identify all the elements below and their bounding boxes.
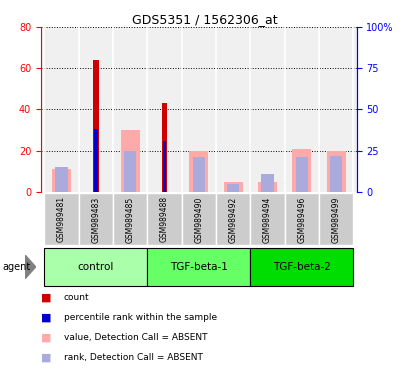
Text: GDS5351 / 1562306_at: GDS5351 / 1562306_at bbox=[132, 13, 277, 26]
Text: ■: ■ bbox=[41, 353, 52, 362]
Bar bbox=[257, 182, 276, 192]
Text: count: count bbox=[63, 293, 89, 302]
Bar bbox=[326, 151, 345, 192]
Text: GSM989492: GSM989492 bbox=[228, 196, 237, 243]
Bar bbox=[124, 151, 136, 192]
Text: GSM989499: GSM989499 bbox=[331, 196, 340, 243]
Bar bbox=[121, 130, 139, 192]
FancyBboxPatch shape bbox=[181, 193, 216, 245]
FancyBboxPatch shape bbox=[250, 193, 284, 245]
FancyBboxPatch shape bbox=[44, 193, 79, 245]
Text: ■: ■ bbox=[41, 313, 52, 323]
Bar bbox=[261, 174, 273, 192]
Text: GSM989481: GSM989481 bbox=[57, 196, 66, 242]
Text: GSM989488: GSM989488 bbox=[160, 196, 169, 242]
Text: rank, Detection Call = ABSENT: rank, Detection Call = ABSENT bbox=[63, 353, 202, 362]
Bar bbox=[161, 103, 167, 192]
FancyBboxPatch shape bbox=[79, 193, 113, 245]
Bar bbox=[93, 60, 99, 192]
Bar bbox=[292, 149, 310, 192]
Bar bbox=[52, 169, 71, 192]
Text: value, Detection Call = ABSENT: value, Detection Call = ABSENT bbox=[63, 333, 207, 342]
Bar bbox=[189, 151, 208, 192]
Bar bbox=[227, 184, 239, 192]
Text: agent: agent bbox=[2, 262, 30, 272]
Text: GSM989490: GSM989490 bbox=[194, 196, 203, 243]
Text: ■: ■ bbox=[41, 333, 52, 343]
FancyBboxPatch shape bbox=[284, 193, 318, 245]
Text: ■: ■ bbox=[41, 293, 52, 303]
FancyBboxPatch shape bbox=[44, 248, 147, 286]
FancyBboxPatch shape bbox=[113, 193, 147, 245]
Text: control: control bbox=[78, 262, 114, 272]
Text: GSM989483: GSM989483 bbox=[91, 196, 100, 243]
Bar bbox=[192, 157, 204, 192]
Text: TGF-beta-2: TGF-beta-2 bbox=[272, 262, 330, 272]
Bar bbox=[162, 141, 166, 192]
Text: GSM989485: GSM989485 bbox=[126, 196, 135, 243]
Text: percentile rank within the sample: percentile rank within the sample bbox=[63, 313, 216, 322]
FancyBboxPatch shape bbox=[147, 193, 181, 245]
Text: TGF-beta-1: TGF-beta-1 bbox=[169, 262, 227, 272]
Bar bbox=[55, 167, 67, 192]
Text: GSM989494: GSM989494 bbox=[262, 196, 271, 243]
FancyBboxPatch shape bbox=[216, 193, 250, 245]
FancyBboxPatch shape bbox=[147, 248, 250, 286]
Bar bbox=[295, 157, 307, 192]
Polygon shape bbox=[25, 255, 36, 278]
FancyBboxPatch shape bbox=[318, 193, 353, 245]
FancyBboxPatch shape bbox=[250, 248, 353, 286]
Bar bbox=[94, 129, 97, 192]
Bar bbox=[223, 182, 242, 192]
Text: GSM989496: GSM989496 bbox=[297, 196, 306, 243]
Bar bbox=[329, 156, 342, 192]
